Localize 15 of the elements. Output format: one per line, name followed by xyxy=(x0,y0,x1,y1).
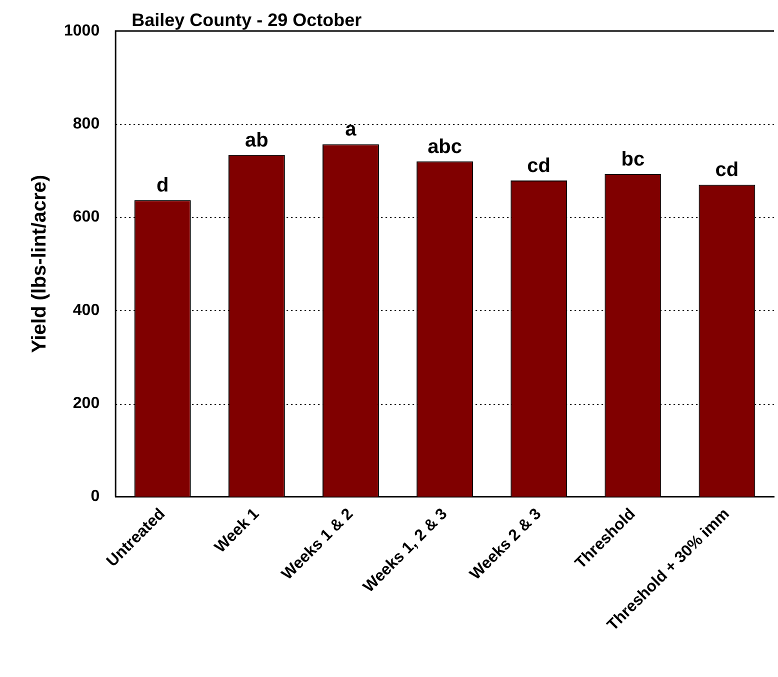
annotation: cd xyxy=(715,159,739,182)
annotation: a xyxy=(345,118,358,141)
y-tick-label: 0 xyxy=(90,488,100,506)
annotation: d xyxy=(156,174,169,197)
annotation: bc xyxy=(621,148,645,171)
y-tick-label: 600 xyxy=(72,208,100,226)
chart-title: Bailey County - 29 October xyxy=(132,10,362,30)
y-tick-label: 1000 xyxy=(64,22,100,40)
annotation: cd xyxy=(527,155,551,178)
y-tick-label: 800 xyxy=(72,116,100,133)
y-axis-title: Yield (lbs-lint/acre) xyxy=(28,174,51,353)
annotation: abc xyxy=(428,136,462,158)
y-tick-label: 200 xyxy=(72,395,100,412)
annotation: ab xyxy=(245,129,268,152)
y-tick-label: 400 xyxy=(72,302,100,319)
